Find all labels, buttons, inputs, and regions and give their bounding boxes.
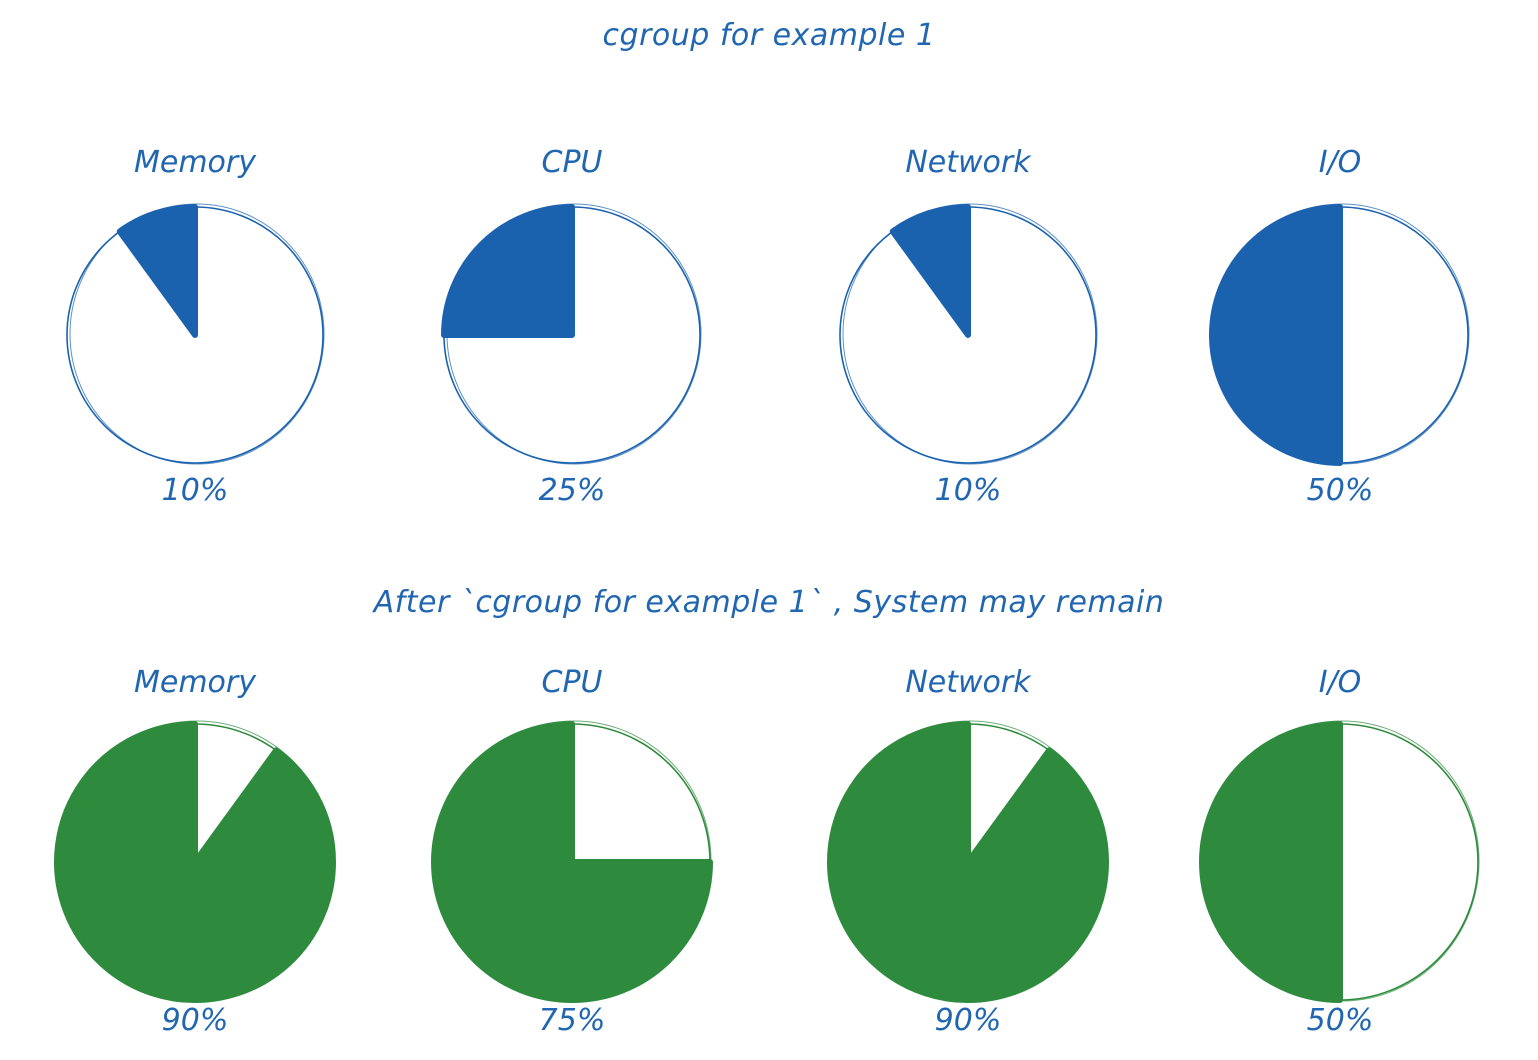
value-label: 10% xyxy=(935,473,1002,508)
category-label: Network xyxy=(905,145,1032,180)
pie-outline-sketch xyxy=(69,203,325,465)
category-label: Network xyxy=(905,665,1032,700)
value-label: 90% xyxy=(162,1003,229,1038)
value-label: 10% xyxy=(162,473,229,508)
value-label: 75% xyxy=(539,1003,606,1038)
chart-title-bottom: After `cgroup for example 1` , System ma… xyxy=(373,585,1165,620)
category-label: Memory xyxy=(134,145,257,180)
pie-slice xyxy=(827,721,1109,1003)
category-label: CPU xyxy=(542,145,603,180)
category-label: Memory xyxy=(134,665,257,700)
pie-row-1: Memory 10% CPU 25% Network 10% I/O 50% xyxy=(66,145,1470,508)
category-label: CPU xyxy=(542,665,603,700)
value-label: 50% xyxy=(1307,1003,1374,1038)
pie-slice xyxy=(431,721,713,1003)
pie-slice xyxy=(116,204,198,338)
pie-row-2: Memory 90% CPU 75% Network 90% I/O 50% xyxy=(54,665,1480,1038)
value-label: 25% xyxy=(539,473,606,508)
pie-slice xyxy=(1199,721,1343,1003)
pie-slice xyxy=(889,204,971,338)
pie-slice xyxy=(54,721,336,1003)
value-label: 50% xyxy=(1307,473,1374,508)
category-label: I/O xyxy=(1319,145,1362,180)
pie-outline-sketch xyxy=(842,203,1098,465)
value-label: 90% xyxy=(935,1003,1002,1038)
pie-slice xyxy=(1209,204,1343,466)
pie-slice xyxy=(441,204,575,338)
category-label: I/O xyxy=(1319,665,1362,700)
chart-title-top: cgroup for example 1 xyxy=(602,18,936,53)
